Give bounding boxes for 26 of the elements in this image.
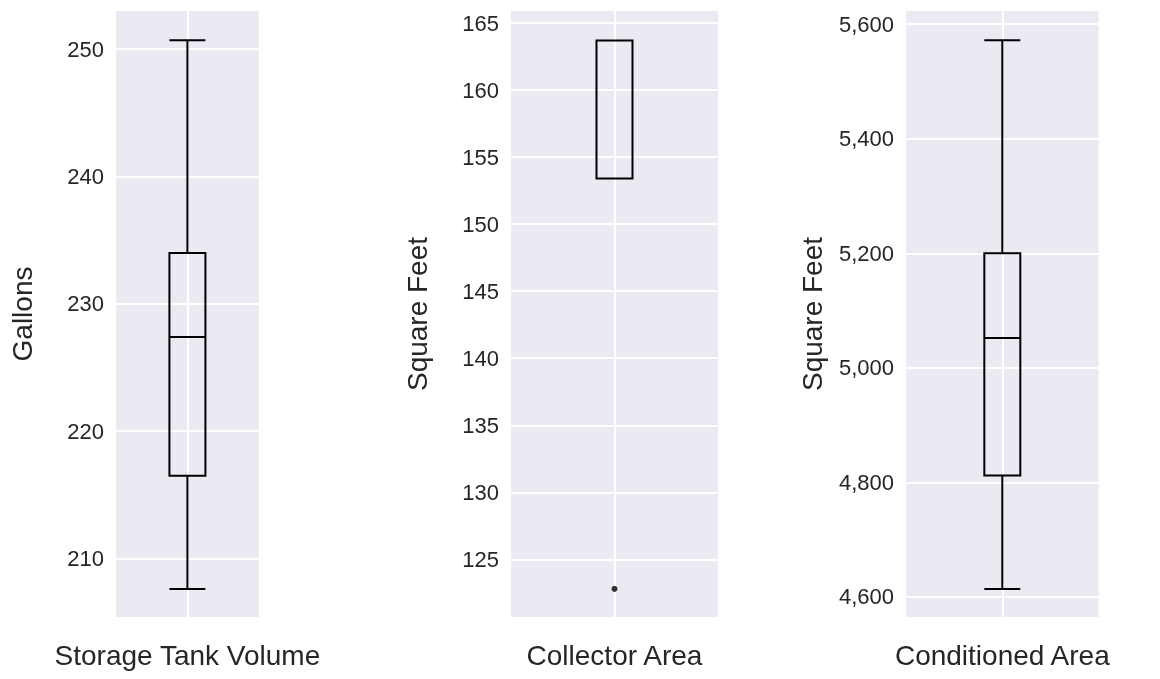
y-tick-label: 5,200 xyxy=(838,240,894,266)
y-tick-label: 250 xyxy=(67,36,104,62)
y-tick-label: 4,600 xyxy=(838,584,894,610)
y-axis-title: Gallons xyxy=(6,266,38,362)
y-tick-label: 160 xyxy=(462,77,499,103)
y-tick-label: 130 xyxy=(462,479,499,505)
x-tick-label: Storage Tank Volume xyxy=(54,639,321,671)
y-tick-label: 5,400 xyxy=(838,126,894,152)
y-tick-label: 165 xyxy=(462,10,499,36)
y-axis-title: Square Feet xyxy=(401,236,433,392)
y-tick-label: 230 xyxy=(67,291,104,317)
y-tick-label: 4,800 xyxy=(838,469,894,495)
x-tick-label: Collector Area xyxy=(526,639,703,671)
y-tick-label: 5,600 xyxy=(838,11,894,37)
y-tick-label: 135 xyxy=(462,412,499,438)
y-tick-label: 155 xyxy=(462,144,499,170)
y-axis-title: Square Feet xyxy=(796,236,828,392)
x-tick-label: Conditioned Area xyxy=(894,639,1111,671)
y-tick-label: 125 xyxy=(462,546,499,572)
y-tick-label: 220 xyxy=(67,418,104,444)
y-tick-label: 145 xyxy=(462,278,499,304)
y-tick-label: 5,000 xyxy=(838,355,894,381)
y-tick-label: 140 xyxy=(462,345,499,371)
y-tick-label: 210 xyxy=(67,545,104,571)
y-tick-label: 240 xyxy=(67,164,104,189)
y-tick-label: 150 xyxy=(462,211,499,237)
